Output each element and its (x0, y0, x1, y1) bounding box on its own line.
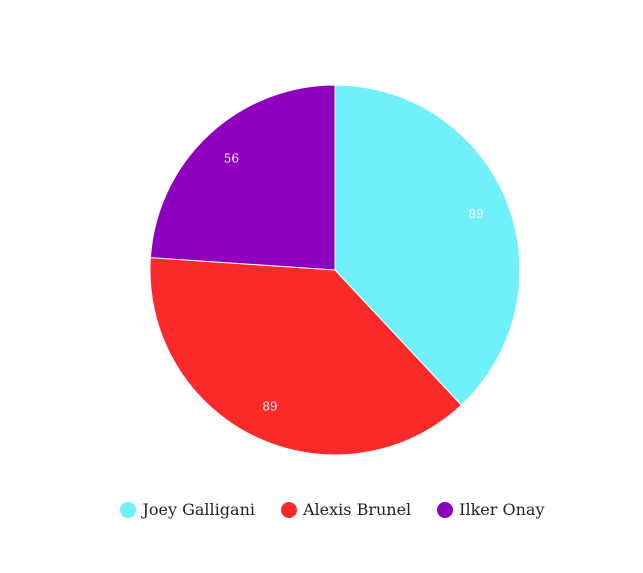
legend-label: Alexis Brunel (302, 500, 412, 519)
legend-item-ilker-onay[interactable]: Ilker Onay (437, 500, 545, 519)
legend-swatch-icon (437, 501, 454, 518)
legend-label: Ilker Onay (459, 500, 545, 519)
legend-item-alexis-brunel[interactable]: Alexis Brunel (280, 500, 412, 519)
pie-slice-ilker-onay (149, 84, 336, 271)
legend-label: Joey Galligani (142, 500, 255, 519)
legend-swatch-icon (120, 501, 137, 518)
slice-value-label: 89 (262, 400, 277, 414)
pie-slice-alexis-brunel (149, 257, 463, 456)
legend: Joey Galligani Alexis Brunel Ilker Onay (0, 500, 643, 519)
legend-item-joey-galligani[interactable]: Joey Galligani (120, 500, 255, 519)
slice-value-label: 56 (224, 152, 239, 166)
legend-swatch-icon (280, 501, 297, 518)
slice-value-label: 89 (468, 207, 483, 221)
pie-slice-joey-galligani (334, 84, 521, 406)
